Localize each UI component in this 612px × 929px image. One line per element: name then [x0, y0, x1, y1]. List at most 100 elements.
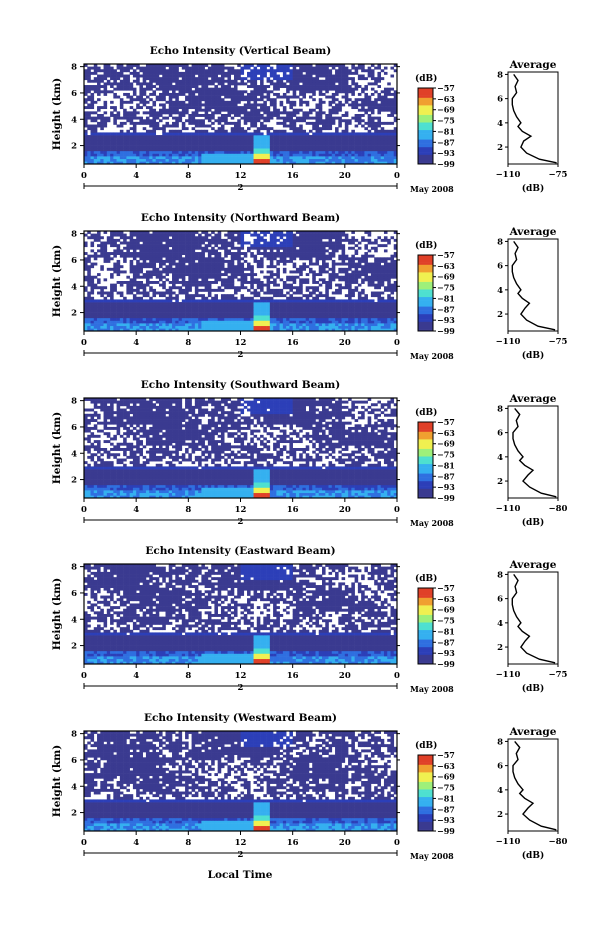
- colorbar-tick-label: −57: [437, 250, 455, 260]
- profile-title: Average: [509, 726, 557, 738]
- x-tick-label: 20: [339, 338, 351, 348]
- profile-x-label: (dB): [522, 517, 544, 528]
- y-tick-label: 4: [71, 782, 77, 792]
- profile-frame: [507, 405, 559, 499]
- profile-y-tick-label: 8: [497, 70, 503, 80]
- colorbar-tick-label: −87: [437, 471, 455, 481]
- x-tick-label: 0: [394, 505, 400, 515]
- colorbar-unit: (dB): [415, 573, 437, 584]
- colorbar-tick-label: −81: [437, 793, 455, 803]
- date-label: May 2008: [410, 684, 454, 694]
- colorbar-frame: [417, 254, 434, 332]
- profile-x-tick-label: −110: [496, 837, 521, 847]
- panel-4: Echo Intensity (Eastward Beam) 2 4 6 8 Height…: [51, 545, 568, 694]
- colorbar: [418, 255, 433, 332]
- y-axis-label: Height (km): [51, 78, 63, 150]
- profile-x-label: (dB): [522, 850, 544, 861]
- heatmap-cells: [84, 398, 398, 499]
- y-axis-label: Height (km): [51, 745, 63, 817]
- x-tick-label: 0: [394, 671, 400, 681]
- profile-y-tick-label: 4: [497, 453, 503, 463]
- x-tick-label: 12: [235, 505, 247, 515]
- colorbar-tick-label: −81: [437, 460, 455, 470]
- colorbar-tick-label: −75: [437, 450, 455, 460]
- x-tick-label: 0: [81, 171, 87, 181]
- colorbar-tick-label: −99: [437, 826, 455, 836]
- colorbar-tick-label: −69: [437, 439, 455, 449]
- profile-y-tick-label: 2: [497, 310, 503, 320]
- panel-1: Echo Intensity (Vertical Beam) 2 4 6 8 Height…: [51, 45, 568, 194]
- x-tick-label: 4: [133, 671, 139, 681]
- colorbar-tick-label: −81: [437, 626, 455, 636]
- colorbar-tick-label: −93: [437, 648, 455, 658]
- profile-x-tick-label: −75: [549, 337, 568, 347]
- colorbar-frame: [417, 87, 434, 165]
- y-tick-label: 6: [71, 89, 77, 99]
- colorbar-tick-label: −57: [437, 750, 455, 760]
- y-tick-label: 2: [71, 642, 77, 652]
- x-tick-label: 16: [287, 338, 299, 348]
- y-tick-label: 6: [71, 589, 77, 599]
- profile-x-tick-label: −75: [549, 670, 568, 680]
- x-tick-label: 8: [185, 838, 191, 848]
- profile-x-tick-label: −80: [549, 504, 568, 514]
- profile-line: [511, 240, 556, 331]
- colorbar-tick-label: −99: [437, 159, 455, 169]
- y-tick-label: 4: [71, 615, 77, 625]
- date-label: May 2008: [410, 351, 454, 361]
- colorbar-frame: [417, 587, 434, 665]
- x-tick-label: 20: [339, 505, 351, 515]
- x-tick-label: 20: [339, 171, 351, 181]
- colorbar-tick-label: −63: [437, 761, 455, 771]
- y-tick-label: 8: [71, 230, 77, 240]
- profile-frame: [507, 571, 559, 665]
- y-tick-label: 2: [71, 309, 77, 319]
- colorbar-tick-label: −75: [437, 283, 455, 293]
- colorbar-tick-label: −63: [437, 261, 455, 271]
- colorbar-tick-label: −57: [437, 417, 455, 427]
- y-tick-label: 6: [71, 256, 77, 266]
- profile-y-tick-label: 6: [497, 762, 503, 772]
- profile-x-tick-label: −110: [496, 504, 521, 514]
- date-label: May 2008: [410, 518, 454, 528]
- day-label: 2: [238, 183, 244, 193]
- x-axis-label-local-time: Local Time: [208, 869, 273, 881]
- profile-title: Average: [509, 393, 557, 405]
- profile-frame: [507, 238, 559, 332]
- profile-line: [512, 407, 557, 498]
- profile-y-tick-label: 2: [497, 810, 503, 820]
- panel-title: Echo Intensity (Vertical Beam): [150, 45, 331, 57]
- day-label: 2: [238, 350, 244, 360]
- colorbar-tick-label: −63: [437, 94, 455, 104]
- x-tick-label: 12: [235, 338, 247, 348]
- x-tick-label: 20: [339, 671, 351, 681]
- y-tick-label: 8: [71, 563, 77, 573]
- panel-title: Echo Intensity (Northward Beam): [141, 212, 340, 224]
- y-tick-label: 2: [71, 476, 77, 486]
- profile-x-tick-label: −110: [496, 170, 521, 180]
- colorbar: [418, 422, 433, 499]
- y-tick-label: 4: [71, 282, 77, 292]
- profile-x-tick-label: −110: [496, 337, 521, 347]
- colorbar-tick-label: −93: [437, 815, 455, 825]
- y-axis-label: Height (km): [51, 412, 63, 484]
- profile-y-tick-label: 6: [497, 595, 503, 605]
- x-tick-label: 0: [394, 838, 400, 848]
- day-label: 2: [238, 517, 244, 527]
- heatmap-cells: [84, 731, 398, 832]
- profile-x-label: (dB): [522, 683, 544, 694]
- x-tick-label: 0: [81, 505, 87, 515]
- colorbar-tick-label: −75: [437, 116, 455, 126]
- x-tick-label: 20: [339, 838, 351, 848]
- colorbar-unit: (dB): [415, 740, 437, 751]
- colorbar-tick-label: −87: [437, 304, 455, 314]
- panel-2: Echo Intensity (Northward Beam) 2 4 6 8 Heigh…: [51, 212, 568, 361]
- colorbar-tick-label: −87: [437, 637, 455, 647]
- x-tick-label: 12: [235, 671, 247, 681]
- x-tick-label: 4: [133, 338, 139, 348]
- x-tick-label: 4: [133, 505, 139, 515]
- colorbar-tick-label: −87: [437, 804, 455, 814]
- panel-3: Echo Intensity (Southward Beam) 2 4 6 8 Heigh…: [51, 379, 568, 528]
- x-tick-label: 4: [133, 838, 139, 848]
